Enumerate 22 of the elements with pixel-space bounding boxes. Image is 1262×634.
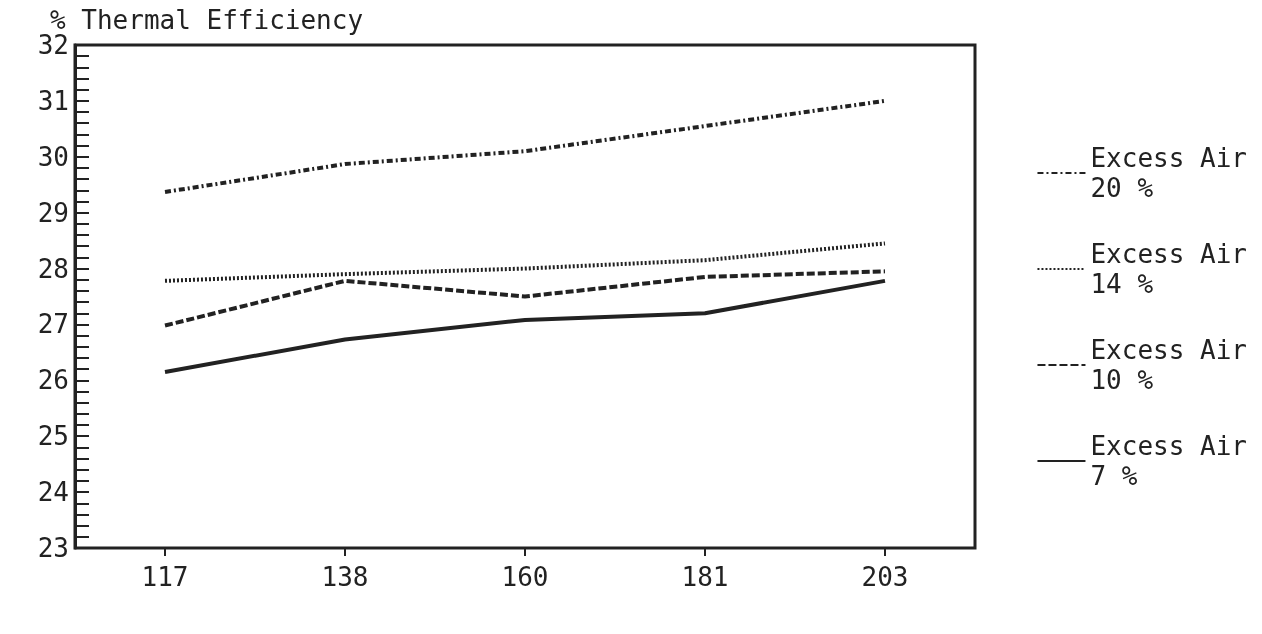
- legend-label: Excess Air 10 %: [1090, 335, 1248, 395]
- y-tick-label: 25: [37, 421, 69, 452]
- y-tick-label: 27: [37, 309, 69, 340]
- x-tick-label: 160: [501, 562, 549, 592]
- x-tick-label: 138: [321, 562, 369, 592]
- y-tick-label: 23: [37, 533, 69, 563]
- line-series: [163, 269, 887, 328]
- legend-label: Excess Air 20 %: [1090, 143, 1248, 203]
- x-tick-label: 181: [681, 562, 729, 592]
- y-tick-label: 26: [37, 365, 69, 396]
- line-series: [163, 98, 887, 194]
- x-tick-label: 117: [141, 562, 189, 592]
- y-tick-label: 24: [37, 477, 69, 508]
- y-tick-label: 31: [37, 85, 69, 116]
- line-series: [163, 241, 887, 283]
- line-series: [163, 278, 887, 374]
- y-tick-label: 28: [37, 253, 69, 284]
- x-tick-label: 203: [861, 562, 909, 592]
- legend-label: Excess Air 14 %: [1090, 239, 1248, 299]
- y-tick-label: 29: [37, 197, 69, 228]
- legend-label: Excess Air 7 %: [1090, 431, 1248, 491]
- y-tick-label: 30: [37, 141, 69, 172]
